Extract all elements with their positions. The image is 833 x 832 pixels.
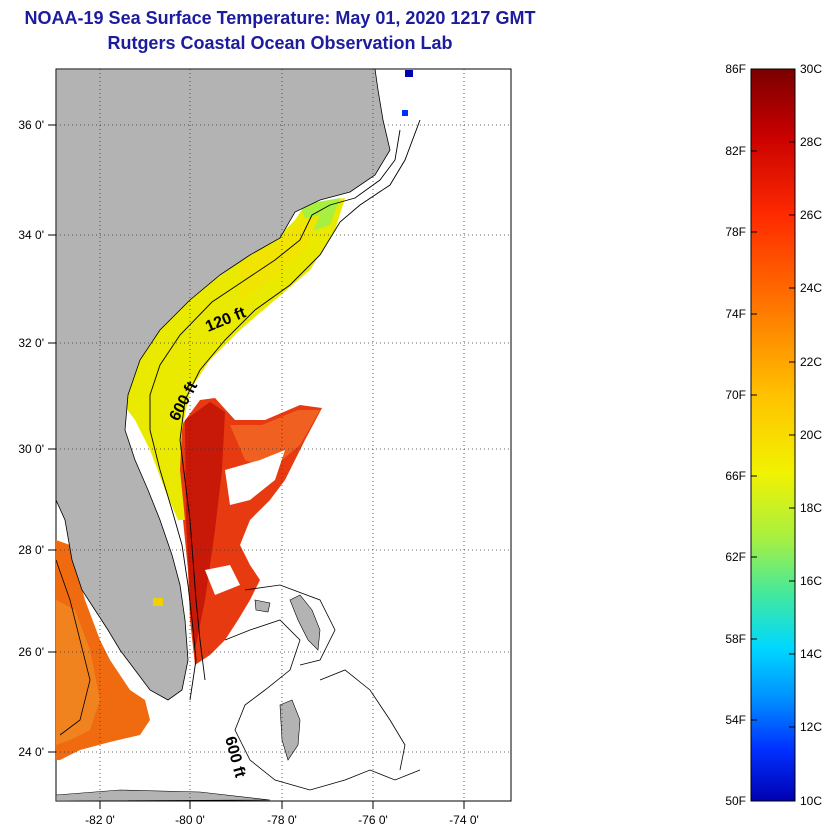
lat-label: 26 0' [18, 645, 44, 659]
colorbar-ticks [751, 141, 795, 728]
lat-label: 32 0' [18, 336, 44, 350]
shelf-sst [120, 198, 345, 520]
lat-label: 30 0' [18, 442, 44, 456]
f-label: 58F [725, 632, 746, 646]
land-southeast-us [56, 69, 391, 701]
c-label: 12C [800, 720, 822, 734]
c-label: 10C [800, 794, 822, 808]
longitude-labels: -82 0' -80 0' -78 0' -76 0' -74 0' [85, 813, 479, 827]
c-label: 20C [800, 428, 822, 442]
celsius-labels: 30C 28C 26C 24C 22C 20C 18C 16C 14C 12C … [800, 62, 822, 808]
lat-label: 28 0' [18, 543, 44, 557]
c-label: 18C [800, 501, 822, 515]
lat-label: 36 0' [18, 118, 44, 132]
colorbar [750, 68, 796, 802]
land-bahamas [289, 594, 321, 651]
lat-label: 34 0' [18, 228, 44, 242]
f-label: 74F [725, 307, 746, 321]
c-label: 30C [800, 62, 822, 76]
lon-label: -78 0' [267, 813, 297, 827]
f-label: 70F [725, 388, 746, 402]
f-label: 62F [725, 550, 746, 564]
lon-label: -82 0' [85, 813, 115, 827]
c-label: 24C [800, 281, 822, 295]
c-label: 28C [800, 135, 822, 149]
lat-label: 24 0' [18, 745, 44, 759]
latitude-labels: 36 0' 34 0' 32 0' 30 0' 28 0' 26 0' 24 0… [18, 118, 44, 759]
isobath-600ft [179, 119, 421, 681]
f-label: 54F [725, 713, 746, 727]
f-label: 82F [725, 144, 746, 158]
lon-label: -76 0' [358, 813, 388, 827]
c-label: 16C [800, 574, 822, 588]
f-label: 78F [725, 225, 746, 239]
lon-label: -74 0' [449, 813, 479, 827]
map-subtitle: Rutgers Coastal Ocean Observation Lab [107, 33, 453, 53]
isobath-120ft [149, 129, 401, 701]
frame-ticks [48, 124, 465, 809]
c-label: 14C [800, 647, 822, 661]
lon-label: -80 0' [175, 813, 205, 827]
c-label: 22C [800, 355, 822, 369]
c-label: 26C [800, 208, 822, 222]
f-label: 66F [725, 469, 746, 483]
f-label: 86F [725, 62, 746, 76]
fahrenheit-labels: 86F 82F 78F 74F 70F 66F 62F 58F 54F 50F [725, 62, 746, 808]
map-title: NOAA-19 Sea Surface Temperature: May 01,… [24, 8, 536, 28]
f-label: 50F [725, 794, 746, 808]
